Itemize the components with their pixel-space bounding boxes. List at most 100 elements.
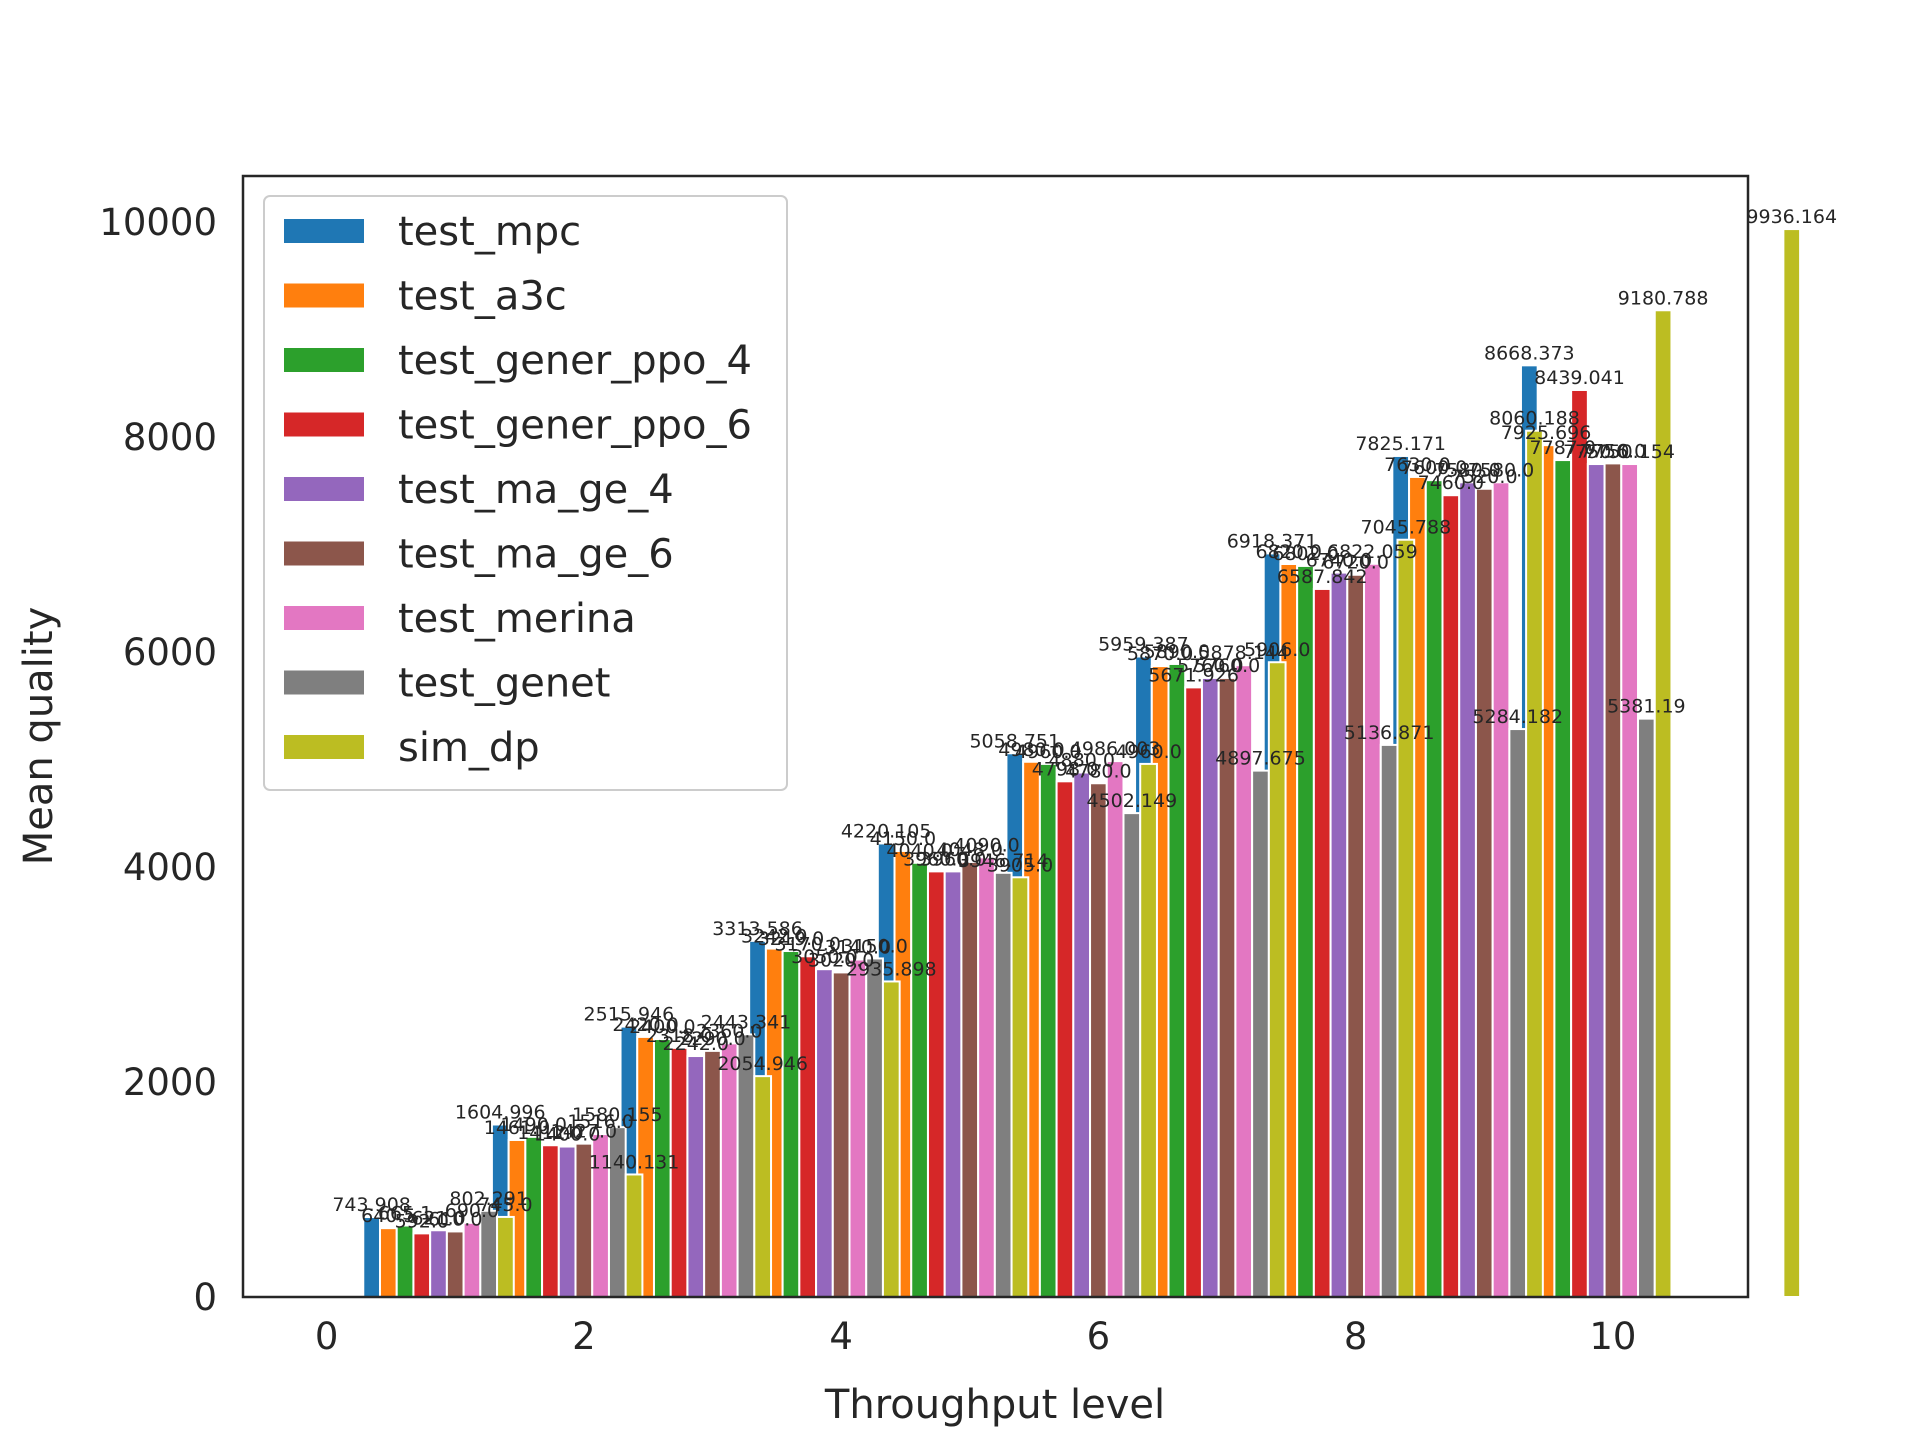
bar-value-label: 5890.0 [1144, 641, 1210, 663]
legend-swatch [284, 670, 364, 695]
bar [1329, 571, 1349, 1298]
bar-value-label: 3313.586 [712, 918, 803, 940]
legend-label: test_gener_ppo_4 [398, 338, 752, 384]
bar-value-label: 7460.0 [1418, 472, 1484, 494]
bar-value-label: 2360.0 [696, 1020, 762, 1042]
bar [993, 871, 1013, 1298]
legend-label: test_mpc [398, 209, 581, 255]
bar [395, 1224, 415, 1299]
bar [1038, 762, 1058, 1298]
bar-labels: 743.908 1604.996 2515.946 3313.586 4220.105 5… [332, 206, 1837, 1232]
bar-value-label: 2443.341 [701, 1011, 792, 1033]
bar-value-label: 7750.154 [1584, 441, 1675, 463]
bar [362, 1216, 381, 1298]
bar-value-label: 7520.0 [1451, 466, 1517, 488]
bar [926, 870, 946, 1298]
bar-value-label: 610.0 [428, 1208, 482, 1230]
bar [1139, 762, 1158, 1298]
bar-value-label: 3050.0 [791, 946, 857, 968]
legend-label: sim_dp [398, 725, 540, 771]
bar-value-label: 8060.188 [1489, 408, 1580, 430]
bar [703, 1049, 722, 1298]
bar-value-label: 3140.0 [825, 937, 891, 959]
bar [848, 958, 868, 1299]
bar [1458, 481, 1477, 1298]
bar [798, 955, 818, 1298]
bar-value-label: 621.0 [411, 1207, 465, 1229]
plot-frame [241, 174, 1750, 1299]
legend-label: test_genet [398, 661, 610, 707]
bar-value-label: 3150.0 [841, 935, 907, 957]
bar [960, 860, 980, 1298]
bar-value-label: 6720.0 [1322, 552, 1388, 574]
legend-swatch [284, 283, 364, 308]
bar-value-label: 3960.0 [920, 848, 986, 870]
bar-value-label: 8439.041 [1534, 367, 1625, 389]
bar-value-label: 5760.0 [1177, 655, 1243, 677]
bar-value-label: 7756.0 [1580, 440, 1646, 462]
bar-value-label: 6802.0 [1272, 543, 1338, 565]
y-tick-label: 8000 [123, 416, 217, 459]
bar-value-label: 5058.751 [969, 730, 1060, 752]
bar-value-label: 4897.675 [1215, 748, 1306, 770]
bar-value-label: 3905.0 [987, 854, 1053, 876]
bar [1312, 587, 1332, 1298]
bar [412, 1232, 432, 1299]
bar [781, 950, 801, 1298]
x-tick-label: 8 [1344, 1315, 1368, 1358]
legend-label: test_gener_ppo_6 [398, 403, 752, 449]
legend-swatch [284, 219, 364, 243]
bar [943, 870, 963, 1298]
bar [719, 1042, 739, 1299]
bar-value-label: 4220.105 [841, 820, 932, 842]
bar-value-label: 2242.0 [663, 1033, 729, 1055]
bar-value-label: 1490.0 [500, 1114, 566, 1136]
bar-value-label: 4090.0 [953, 834, 1019, 856]
bar-value-label: 1412.0 [517, 1122, 583, 1144]
bar-value-label: 1580.155 [572, 1104, 663, 1126]
bar-value-label: 5671.926 [1148, 664, 1239, 686]
bar-value-label: 2290.0 [679, 1028, 745, 1050]
bar [445, 1230, 465, 1298]
bar-value-label: 665.1 [378, 1203, 432, 1225]
bar [1637, 717, 1656, 1298]
legend: test_mpc test_a3c test_gener_ppo_4 test_gen… [263, 195, 788, 791]
bar-value-label: 7750.0 [1563, 441, 1629, 463]
bar-value-label: 7580.0 [1434, 459, 1500, 481]
bar-value-label: 6740.0 [1306, 550, 1372, 572]
y-tick-label: 4000 [123, 846, 217, 889]
bar-value-label: 7787.0 [1530, 437, 1596, 459]
x-tick-label: 2 [572, 1315, 596, 1358]
bar [1296, 564, 1315, 1298]
bar-value-label: 1516.0 [567, 1111, 633, 1133]
bar-value-label: 6822.059 [1327, 541, 1418, 563]
bar [977, 856, 996, 1298]
bar-value-label: 4040.0 [886, 840, 952, 862]
legend-label: test_merina [398, 596, 636, 642]
bar [815, 968, 834, 1298]
bar-value-label: 7600.0 [1401, 457, 1467, 479]
bar-value-label: 1400.0 [534, 1124, 600, 1146]
bar-value-label: 4048.0 [937, 839, 1003, 861]
bar [1441, 494, 1461, 1298]
bar-value-label: 2515.946 [584, 1004, 675, 1026]
bar [1105, 760, 1125, 1298]
bar-value-label: 5959.387 [1098, 633, 1189, 655]
bar [1200, 676, 1220, 1298]
bar-value-label: 5136.871 [1344, 722, 1435, 744]
bar-value-label: 640.5 [361, 1205, 415, 1227]
bar-value-label: 6918.371 [1227, 530, 1318, 552]
bar [1363, 562, 1382, 1298]
bar-value-label: 6820.0 [1256, 541, 1322, 563]
bar-value-label: 2420.0 [612, 1014, 678, 1036]
bar-value-label: 2318.0 [646, 1025, 712, 1047]
bar-value-label: 7580.0 [1468, 459, 1534, 481]
bar [1620, 463, 1640, 1298]
legend-swatch [284, 735, 364, 759]
bar [1184, 686, 1203, 1298]
x-tick-label: 10 [1589, 1315, 1636, 1358]
bar [378, 1227, 398, 1298]
bar-value-label: 4502.149 [1087, 790, 1178, 812]
bar [1072, 771, 1092, 1298]
